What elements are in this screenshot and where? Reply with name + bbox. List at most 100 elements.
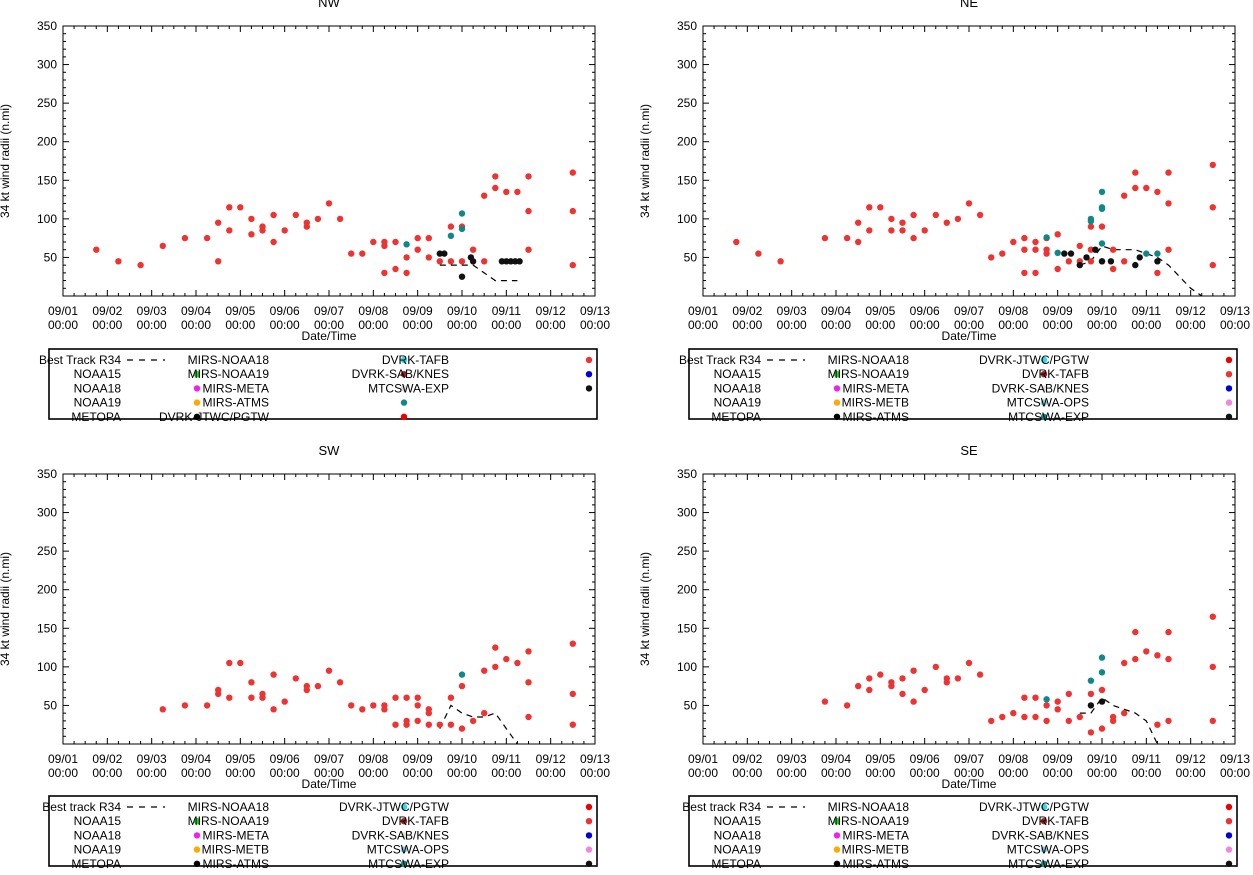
point-dvrk-tafb (1098, 223, 1106, 230)
x-tick-label: 09/03 (137, 752, 167, 766)
x-tick-time: 00:00 (954, 318, 984, 332)
point-dvrk-tafb (855, 682, 862, 690)
point-dvrk-tafb (159, 242, 166, 250)
x-tick-time: 00:00 (732, 318, 762, 332)
point-dvrk-tafb (569, 169, 576, 176)
point-dvrk-tafb (1065, 258, 1073, 265)
point-mtcswa-exp (469, 258, 477, 265)
x-tick-label: 09/04 (181, 304, 211, 318)
point-dvrk-tafb (569, 690, 576, 698)
point-dvrk-tafb (469, 717, 477, 725)
legend-label: MIRS-NOAA19 (828, 814, 910, 828)
legend-marker (1040, 399, 1048, 406)
y-tick-label: 350 (37, 19, 57, 33)
x-tick-label: 09/12 (1176, 752, 1206, 766)
y-tick-label: 250 (677, 96, 697, 110)
x-tick-time: 00:00 (688, 766, 718, 780)
legend-marker (833, 832, 841, 839)
point-dvrk-tafb (303, 219, 310, 226)
y-tick-label: 200 (677, 583, 697, 597)
y-tick-label: 100 (677, 660, 697, 674)
x-tick-label: 09/08 (358, 304, 388, 318)
point-dvrk-tafb (292, 211, 299, 219)
point-mtcswa-exp (503, 258, 510, 265)
x-tick-label: 09/12 (1176, 304, 1206, 318)
x-tick-label: 09/09 (1043, 304, 1073, 318)
legend-label: METOPA (71, 857, 121, 870)
legend-marker (833, 413, 841, 420)
legend-label: METOPA (71, 410, 121, 424)
point-mtcswa-exp (1107, 258, 1115, 265)
point-dvrk-tafb (181, 234, 189, 242)
x-tick-label: 09/01 (688, 752, 718, 766)
point-dvrk-tafb (203, 702, 211, 709)
x-tick-label: 09/06 (270, 304, 300, 318)
point-dvrk-tafb (248, 231, 255, 238)
point-dvrk-tafb (1143, 184, 1150, 192)
legend-marker (400, 860, 408, 867)
point-mtcswa-exp (1098, 258, 1106, 265)
point-dvrk-tafb (899, 690, 906, 698)
x-tick-label: 09/04 (181, 752, 211, 766)
point-dvrk-tafb (1076, 242, 1084, 250)
x-tick-label: 09/01 (48, 752, 78, 766)
x-tick-label: 09/07 (954, 752, 984, 766)
point-dvrk-tafb (965, 659, 973, 667)
x-tick-label: 09/11 (492, 752, 521, 766)
y-tick-label: 350 (677, 19, 697, 33)
y-tick-label: 50 (44, 698, 58, 712)
legend-marker (585, 846, 593, 853)
x-tick-time: 00:00 (688, 318, 718, 332)
point-dvrk-tafb (1132, 184, 1139, 192)
point-dvrk-tafb (1209, 613, 1217, 620)
point-dvrk-tafb (270, 238, 277, 246)
legend-label: MIRS-META (843, 828, 909, 842)
legend-label: MIRS-ATMS (203, 396, 269, 410)
point-dvrk-tafb (1021, 694, 1028, 701)
point-dvrk-tafb (1165, 655, 1172, 663)
point-dvrk-tafb (481, 258, 488, 265)
point-dvrk-tafb (447, 721, 455, 728)
legend-label: DVRK-JTWC/PGTW (979, 800, 1090, 814)
x-tick-label: 09/08 (998, 304, 1028, 318)
point-dvrk-tafb (1065, 690, 1073, 698)
point-dvrk-tafb (1087, 258, 1095, 265)
x-axis-label: Date/Time (302, 329, 357, 343)
point-dvrk-tafb (458, 682, 466, 690)
legend-marker (1040, 860, 1048, 867)
x-tick-time: 00:00 (580, 318, 610, 332)
point-dvrk-tafb (314, 215, 322, 223)
point-dvrk-tafb (1043, 246, 1050, 253)
legend-label: MTCSWA-EXP (1008, 857, 1089, 870)
legend-marker (833, 371, 841, 378)
point-dvrk-tafb (1043, 717, 1050, 725)
legend-marker (833, 860, 841, 867)
point-dvrk-tafb (1154, 652, 1161, 659)
x-tick-label: 09/12 (536, 304, 566, 318)
point-dvrk-tafb (481, 192, 488, 199)
x-tick-label: 09/10 (1087, 752, 1117, 766)
point-dvrk-tafb (843, 234, 851, 242)
point-dvrk-tafb (414, 717, 421, 725)
x-tick-label: 09/01 (688, 304, 718, 318)
point-dvrk-tafb (469, 246, 477, 253)
legend-label: NOAA15 (714, 814, 762, 828)
x-tick-time: 00:00 (491, 318, 521, 332)
point-dvrk-tafb (932, 211, 939, 219)
plot-frame (62, 473, 596, 745)
point-dvrk-tafb (325, 200, 333, 207)
point-dvrk-tafb (525, 173, 532, 180)
x-tick-label: 09/09 (403, 304, 433, 318)
point-dvrk-tafb (866, 675, 873, 682)
legend-label: Best track R34 (42, 800, 121, 814)
x-tick-time: 00:00 (447, 766, 477, 780)
legend-marker (1040, 413, 1048, 420)
point-mtcswa-exp (1061, 250, 1068, 257)
legend-label: METOPA (711, 410, 761, 424)
point-dvrk-tafb (954, 675, 962, 682)
point-dvrk-tafb (403, 254, 410, 261)
y-tick-label: 300 (677, 506, 697, 520)
point-mtcswa-exp (498, 258, 506, 265)
x-tick-label: 09/02 (92, 304, 122, 318)
legend-label: MTCSWA-OPS (367, 843, 449, 857)
